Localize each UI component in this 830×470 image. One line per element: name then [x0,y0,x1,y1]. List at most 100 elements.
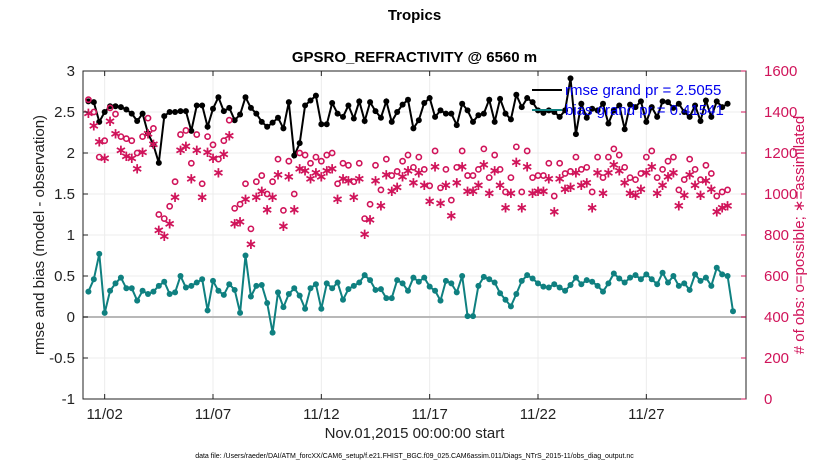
obs-possible-point [296,149,304,157]
obs-possible-point [117,133,125,140]
obs-assimilated-point: ∗ [710,202,723,220]
bias-point [107,287,114,294]
bias-point [610,270,617,277]
bias-point [258,282,265,289]
bias-point [361,272,368,279]
obs-assimilated-point: ∗ [678,186,691,204]
bias-point [123,285,130,292]
bias-point [583,277,590,284]
obs-assimilated-point: ∗ [521,157,534,175]
rmse-point [470,118,476,125]
obs-possible-point [491,151,499,159]
rmse-point [193,102,200,109]
bias-point [567,282,574,289]
rmse-point [101,109,108,115]
rmse-point [637,98,644,105]
obs-assimilated-point: ∗ [532,182,545,200]
obs-possible-point [274,155,282,163]
obs-assimilated-point: ∗ [526,184,539,202]
obs-assimilated-point: ∗ [434,194,447,212]
obs-assimilated-point: ∗ [483,184,496,202]
rmse-point [480,110,487,117]
chart-subtitle: GPSRO_REFRACTIVITY @ 6560 m [292,49,537,66]
bias-point [464,313,471,320]
obs-possible-point [328,149,336,157]
obs-possible-point [160,215,168,222]
rmse-point [372,108,379,115]
rmse-point [383,98,390,105]
y-right-tick-label: 0 [764,391,772,408]
bias-point [323,280,330,287]
rmse-point [139,110,146,117]
rmse-point [145,130,151,137]
obs-possible-point [675,186,683,194]
rmse-point [356,98,363,105]
obs-possible-point [133,149,141,157]
y-tick-label: 0.5 [54,268,75,285]
rmse-point [264,123,271,130]
obs-assimilated-point: ∗ [700,172,713,190]
obs-assimilated-point: ∗ [185,170,198,188]
bias-point [134,297,141,304]
series-layer: ∗∗∗∗∗∗∗∗∗∗∗∗∗∗∗∗∗∗∗∗∗∗∗∗∗∗∗∗∗∗∗∗∗∗∗∗∗∗∗∗… [83,75,736,336]
obs-possible-point [225,116,233,124]
obs-possible-point [550,192,558,200]
obs-assimilated-point: ∗ [266,188,279,206]
rmse-point [583,114,590,121]
bias-point [562,287,569,294]
x-axis-label: Nov.01,2015 00:00:00 start [325,425,506,442]
rmse-point [90,99,97,106]
rmse-point [182,108,189,115]
obs-assimilated-point: ∗ [190,141,203,159]
rmse-point [242,94,249,101]
obs-assimilated-point: ∗ [120,147,133,165]
data-file-footnote: data file: /Users/raeder/DAI/ATM_forcXX/… [195,453,634,460]
obs-possible-point [231,204,239,212]
y-right-tick-label: 1600 [764,63,797,80]
obs-possible-point [334,180,341,188]
obs-assimilated-point: ∗ [467,182,480,200]
bias-point [356,279,363,286]
bias-point [85,288,92,295]
bias-point [643,271,650,278]
obs-possible-point [128,137,136,145]
bias-point [204,307,211,314]
obs-assimilated-point: ∗ [716,198,729,216]
obs-possible-point [345,161,352,169]
obs-assimilated-point: ∗ [656,176,669,194]
obs-assimilated-point: ∗ [402,161,415,179]
bias-point [627,274,634,281]
obs-assimilated-point: ∗ [288,200,301,218]
bias-point [551,281,558,288]
obs-assimilated-point: ∗ [255,182,268,200]
rmse-point [713,98,720,105]
rmse-point [708,113,715,120]
obs-possible-point [372,161,379,169]
rmse-point [448,110,455,117]
x-tick-label: 11/02 [86,406,122,423]
bias-point [535,280,541,287]
obs-possible-point [198,180,206,188]
obs-assimilated-point: ∗ [369,172,382,190]
rmse-point [134,118,141,125]
obs-possible-point [204,133,211,140]
obs-possible-point [485,174,493,181]
rmse-point [247,104,254,111]
obs-assimilated-point: ∗ [478,155,491,173]
rmse-point [421,99,428,106]
obs-possible-point [388,172,396,179]
obs-assimilated-point: ∗ [115,141,128,159]
obs-possible-point [512,143,520,151]
rmse-point [513,91,520,98]
obs-assimilated-point: ∗ [98,149,111,167]
obs-possible-point [577,165,585,173]
rmse-point [237,111,244,118]
bias-point [269,329,276,336]
rmse-point [96,118,103,125]
obs-assimilated-point: ∗ [645,157,658,175]
rmse-point [675,100,682,107]
bias-point [139,287,146,294]
obs-possible-point [171,178,179,186]
y-tick-label: 2.5 [54,104,75,121]
